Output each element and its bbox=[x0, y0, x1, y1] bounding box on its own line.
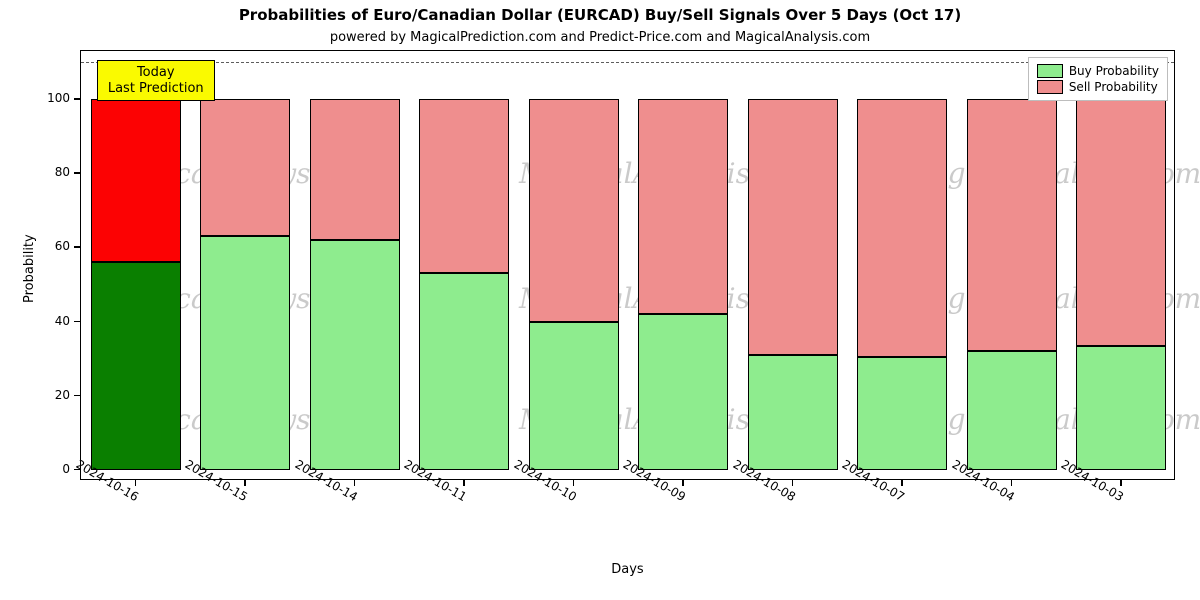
bar-sell bbox=[200, 99, 290, 236]
y-tick-label: 100 bbox=[32, 91, 70, 105]
bar-buy bbox=[310, 240, 400, 470]
bar-sell bbox=[967, 99, 1057, 351]
legend-swatch bbox=[1037, 64, 1063, 78]
plot-area: MagicalAnalysis.comMagicalAnalysis.comMa… bbox=[80, 50, 1175, 480]
x-tick-mark bbox=[573, 480, 575, 486]
x-tick-mark bbox=[1011, 480, 1013, 486]
y-tick-mark bbox=[74, 98, 80, 100]
legend-label: Buy Probability bbox=[1069, 64, 1159, 78]
bar-buy bbox=[1076, 346, 1166, 470]
legend-item: Buy Probability bbox=[1037, 64, 1159, 78]
today-label-line2: Last Prediction bbox=[108, 81, 204, 97]
x-tick-mark bbox=[682, 480, 684, 486]
bar-sell bbox=[638, 99, 728, 314]
legend: Buy Probability Sell Probability bbox=[1028, 57, 1168, 101]
bar-buy bbox=[91, 262, 181, 470]
y-tick-label: 80 bbox=[32, 165, 70, 179]
today-label-callout: Today Last Prediction bbox=[97, 60, 215, 101]
x-tick-mark bbox=[135, 480, 137, 486]
x-tick-mark bbox=[463, 480, 465, 486]
x-tick-mark bbox=[1120, 480, 1122, 486]
y-tick-label: 40 bbox=[32, 314, 70, 328]
bar-sell bbox=[857, 99, 947, 357]
chart-container: Probabilities of Euro/Canadian Dollar (E… bbox=[0, 0, 1200, 600]
bar-sell bbox=[748, 99, 838, 355]
horizontal-reference-line bbox=[81, 62, 1174, 63]
chart-subtitle: powered by MagicalPrediction.com and Pre… bbox=[0, 30, 1200, 45]
bar-sell bbox=[310, 99, 400, 240]
y-tick-mark bbox=[74, 246, 80, 248]
bar-sell bbox=[91, 99, 181, 262]
bar-sell bbox=[419, 99, 509, 273]
legend-item: Sell Probability bbox=[1037, 80, 1159, 94]
y-tick-mark bbox=[74, 395, 80, 397]
today-label-line1: Today bbox=[108, 65, 204, 81]
bar-sell bbox=[529, 99, 619, 321]
y-axis-label: Probability bbox=[22, 234, 37, 303]
y-tick-mark bbox=[74, 172, 80, 174]
x-tick-mark bbox=[354, 480, 356, 486]
chart-title: Probabilities of Euro/Canadian Dollar (E… bbox=[0, 6, 1200, 24]
x-tick-mark bbox=[244, 480, 246, 486]
x-tick-mark bbox=[901, 480, 903, 486]
bar-buy bbox=[419, 273, 509, 469]
y-tick-label: 60 bbox=[32, 239, 70, 253]
x-axis-label: Days bbox=[80, 562, 1175, 577]
y-tick-mark bbox=[74, 321, 80, 323]
bar-sell bbox=[1076, 99, 1166, 346]
legend-swatch bbox=[1037, 80, 1063, 94]
bar-buy bbox=[200, 236, 290, 470]
y-tick-label: 20 bbox=[32, 388, 70, 402]
x-tick-mark bbox=[792, 480, 794, 486]
legend-label: Sell Probability bbox=[1069, 80, 1158, 94]
